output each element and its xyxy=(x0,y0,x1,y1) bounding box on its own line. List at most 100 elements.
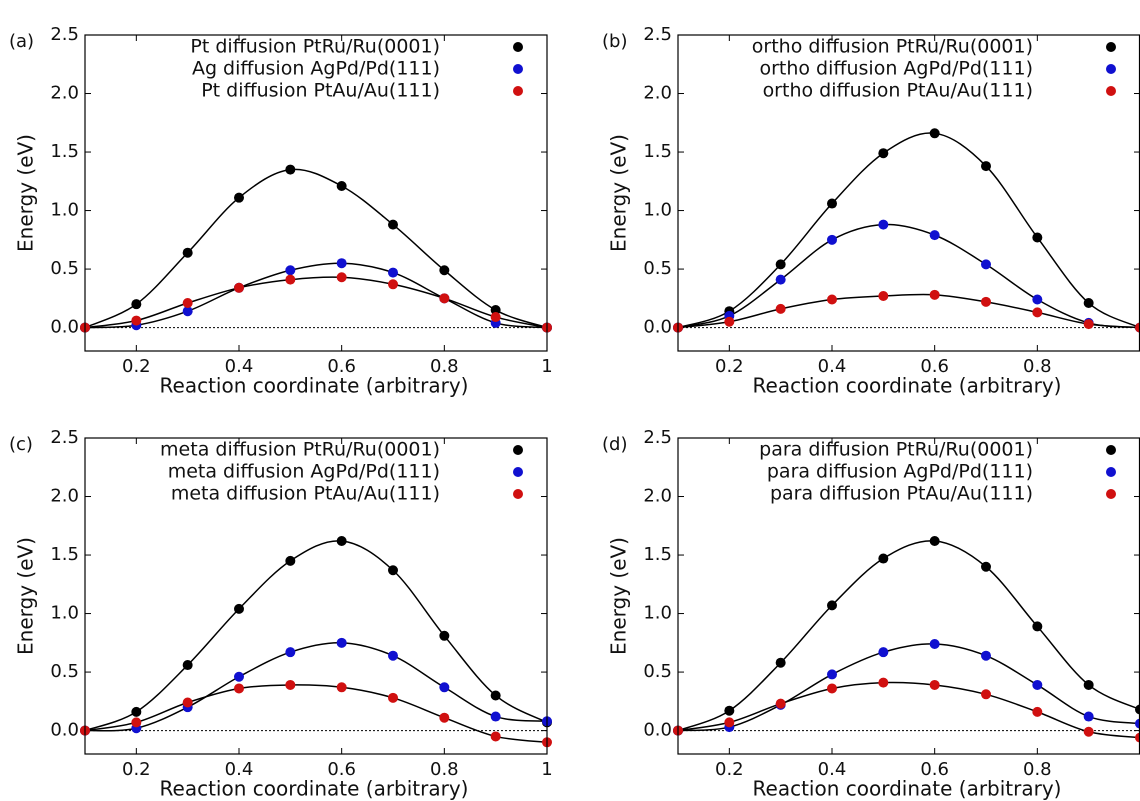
legend-label: meta diffusion PtRu/Ru(0001) xyxy=(160,439,440,461)
data-point xyxy=(131,706,142,717)
data-point xyxy=(439,265,450,276)
curve xyxy=(678,681,1140,739)
data-point xyxy=(336,258,347,269)
data-point xyxy=(1083,679,1094,690)
curve xyxy=(678,132,1140,329)
x-tick-label: 0.2 xyxy=(122,759,151,780)
data-point xyxy=(234,282,244,293)
y-tick-label: 1.5 xyxy=(50,544,79,565)
legend-marker xyxy=(1106,489,1116,499)
x-tick-label: 0.2 xyxy=(122,356,151,377)
legend-marker xyxy=(513,42,523,52)
y-tick-label: 2.5 xyxy=(643,24,672,45)
data-point xyxy=(388,267,398,278)
legend-marker xyxy=(1106,467,1116,477)
data-point xyxy=(981,296,991,307)
data-point xyxy=(929,128,940,139)
data-point xyxy=(490,731,501,742)
legend-marker xyxy=(1106,86,1116,96)
data-point xyxy=(1032,307,1043,318)
data-point xyxy=(1032,621,1043,632)
data-point xyxy=(490,312,501,323)
data-point xyxy=(1083,726,1094,737)
legend-marker xyxy=(1106,64,1116,74)
data-point xyxy=(490,711,501,722)
y-axis-label: Energy (eV) xyxy=(607,537,631,655)
data-point xyxy=(981,161,991,172)
data-point xyxy=(929,638,940,649)
data-point xyxy=(724,717,735,728)
x-tick-label: 0.4 xyxy=(818,356,847,377)
legend-label: meta diffusion PtAu/Au(111) xyxy=(171,483,440,505)
data-point xyxy=(336,535,347,546)
legend-label: ortho diffusion PtAu/Au(111) xyxy=(763,80,1033,102)
x-tick-label: 0.6 xyxy=(920,759,949,780)
data-point xyxy=(878,219,889,230)
data-point xyxy=(285,679,296,690)
data-point xyxy=(929,289,940,300)
curve xyxy=(85,262,547,329)
y-tick-label: 1.5 xyxy=(643,141,672,162)
y-tick-label: 2.0 xyxy=(50,486,79,507)
y-tick-label: 2.5 xyxy=(50,427,79,448)
data-point xyxy=(981,689,991,700)
data-point xyxy=(775,303,786,314)
legend-label: para diffusion PtRu/Ru(0001) xyxy=(759,439,1033,461)
data-point xyxy=(336,637,347,648)
data-point xyxy=(878,290,889,301)
data-point xyxy=(827,234,837,245)
legend-label: Pt diffusion PtRu/Ru(0001) xyxy=(190,36,440,58)
data-point xyxy=(439,630,450,641)
y-axis-label: Energy (eV) xyxy=(607,134,631,252)
data-point xyxy=(388,219,398,230)
legend-label: ortho diffusion AgPd/Pd(111) xyxy=(759,58,1033,80)
data-point xyxy=(131,315,142,326)
y-tick-label: 1.0 xyxy=(643,200,672,221)
x-tick-label: 0.2 xyxy=(715,356,744,377)
data-point xyxy=(929,535,940,546)
data-point xyxy=(131,299,142,310)
data-point xyxy=(1135,732,1140,743)
data-point xyxy=(182,247,193,258)
data-point xyxy=(775,657,786,668)
y-axis-label: Energy (eV) xyxy=(14,537,38,655)
y-tick-label: 0.5 xyxy=(50,661,79,682)
curve xyxy=(678,643,1140,732)
data-point xyxy=(775,259,786,270)
panel-label: (a) xyxy=(9,31,34,52)
data-point xyxy=(981,259,991,270)
y-tick-label: 2.0 xyxy=(643,486,672,507)
curve xyxy=(85,642,547,732)
y-tick-label: 1.5 xyxy=(643,544,672,565)
data-point xyxy=(878,148,889,159)
legend-marker xyxy=(1106,42,1116,52)
data-point xyxy=(1135,322,1140,333)
legend-label: para diffusion AgPd/Pd(111) xyxy=(767,461,1033,483)
x-tick-label: 0.2 xyxy=(715,759,744,780)
data-point xyxy=(1032,294,1043,305)
y-tick-label: 2.5 xyxy=(50,24,79,45)
data-point xyxy=(388,692,398,703)
legend-marker xyxy=(513,489,523,499)
legend-label: meta diffusion AgPd/Pd(111) xyxy=(168,461,440,483)
data-point xyxy=(388,279,398,290)
x-tick-label: 0.8 xyxy=(1023,759,1052,780)
data-point xyxy=(827,198,837,209)
y-tick-label: 1.5 xyxy=(50,141,79,162)
x-axis-label: Reaction coordinate (arbitrary) xyxy=(160,374,469,398)
data-point xyxy=(439,682,450,693)
y-tick-label: 0.0 xyxy=(50,317,79,338)
x-tick-label: 0.6 xyxy=(920,356,949,377)
data-point xyxy=(827,683,837,694)
data-point xyxy=(490,690,501,701)
data-point xyxy=(1135,704,1140,715)
data-point xyxy=(285,555,296,566)
y-tick-label: 0.5 xyxy=(50,258,79,279)
panel-label: (d) xyxy=(602,434,627,455)
panel: (c) Reaction coordinate (arbitrary) Energy… xyxy=(9,427,553,801)
curve xyxy=(678,293,1140,329)
data-point xyxy=(285,164,296,175)
data-point xyxy=(1135,718,1140,729)
y-tick-label: 1.0 xyxy=(643,603,672,624)
